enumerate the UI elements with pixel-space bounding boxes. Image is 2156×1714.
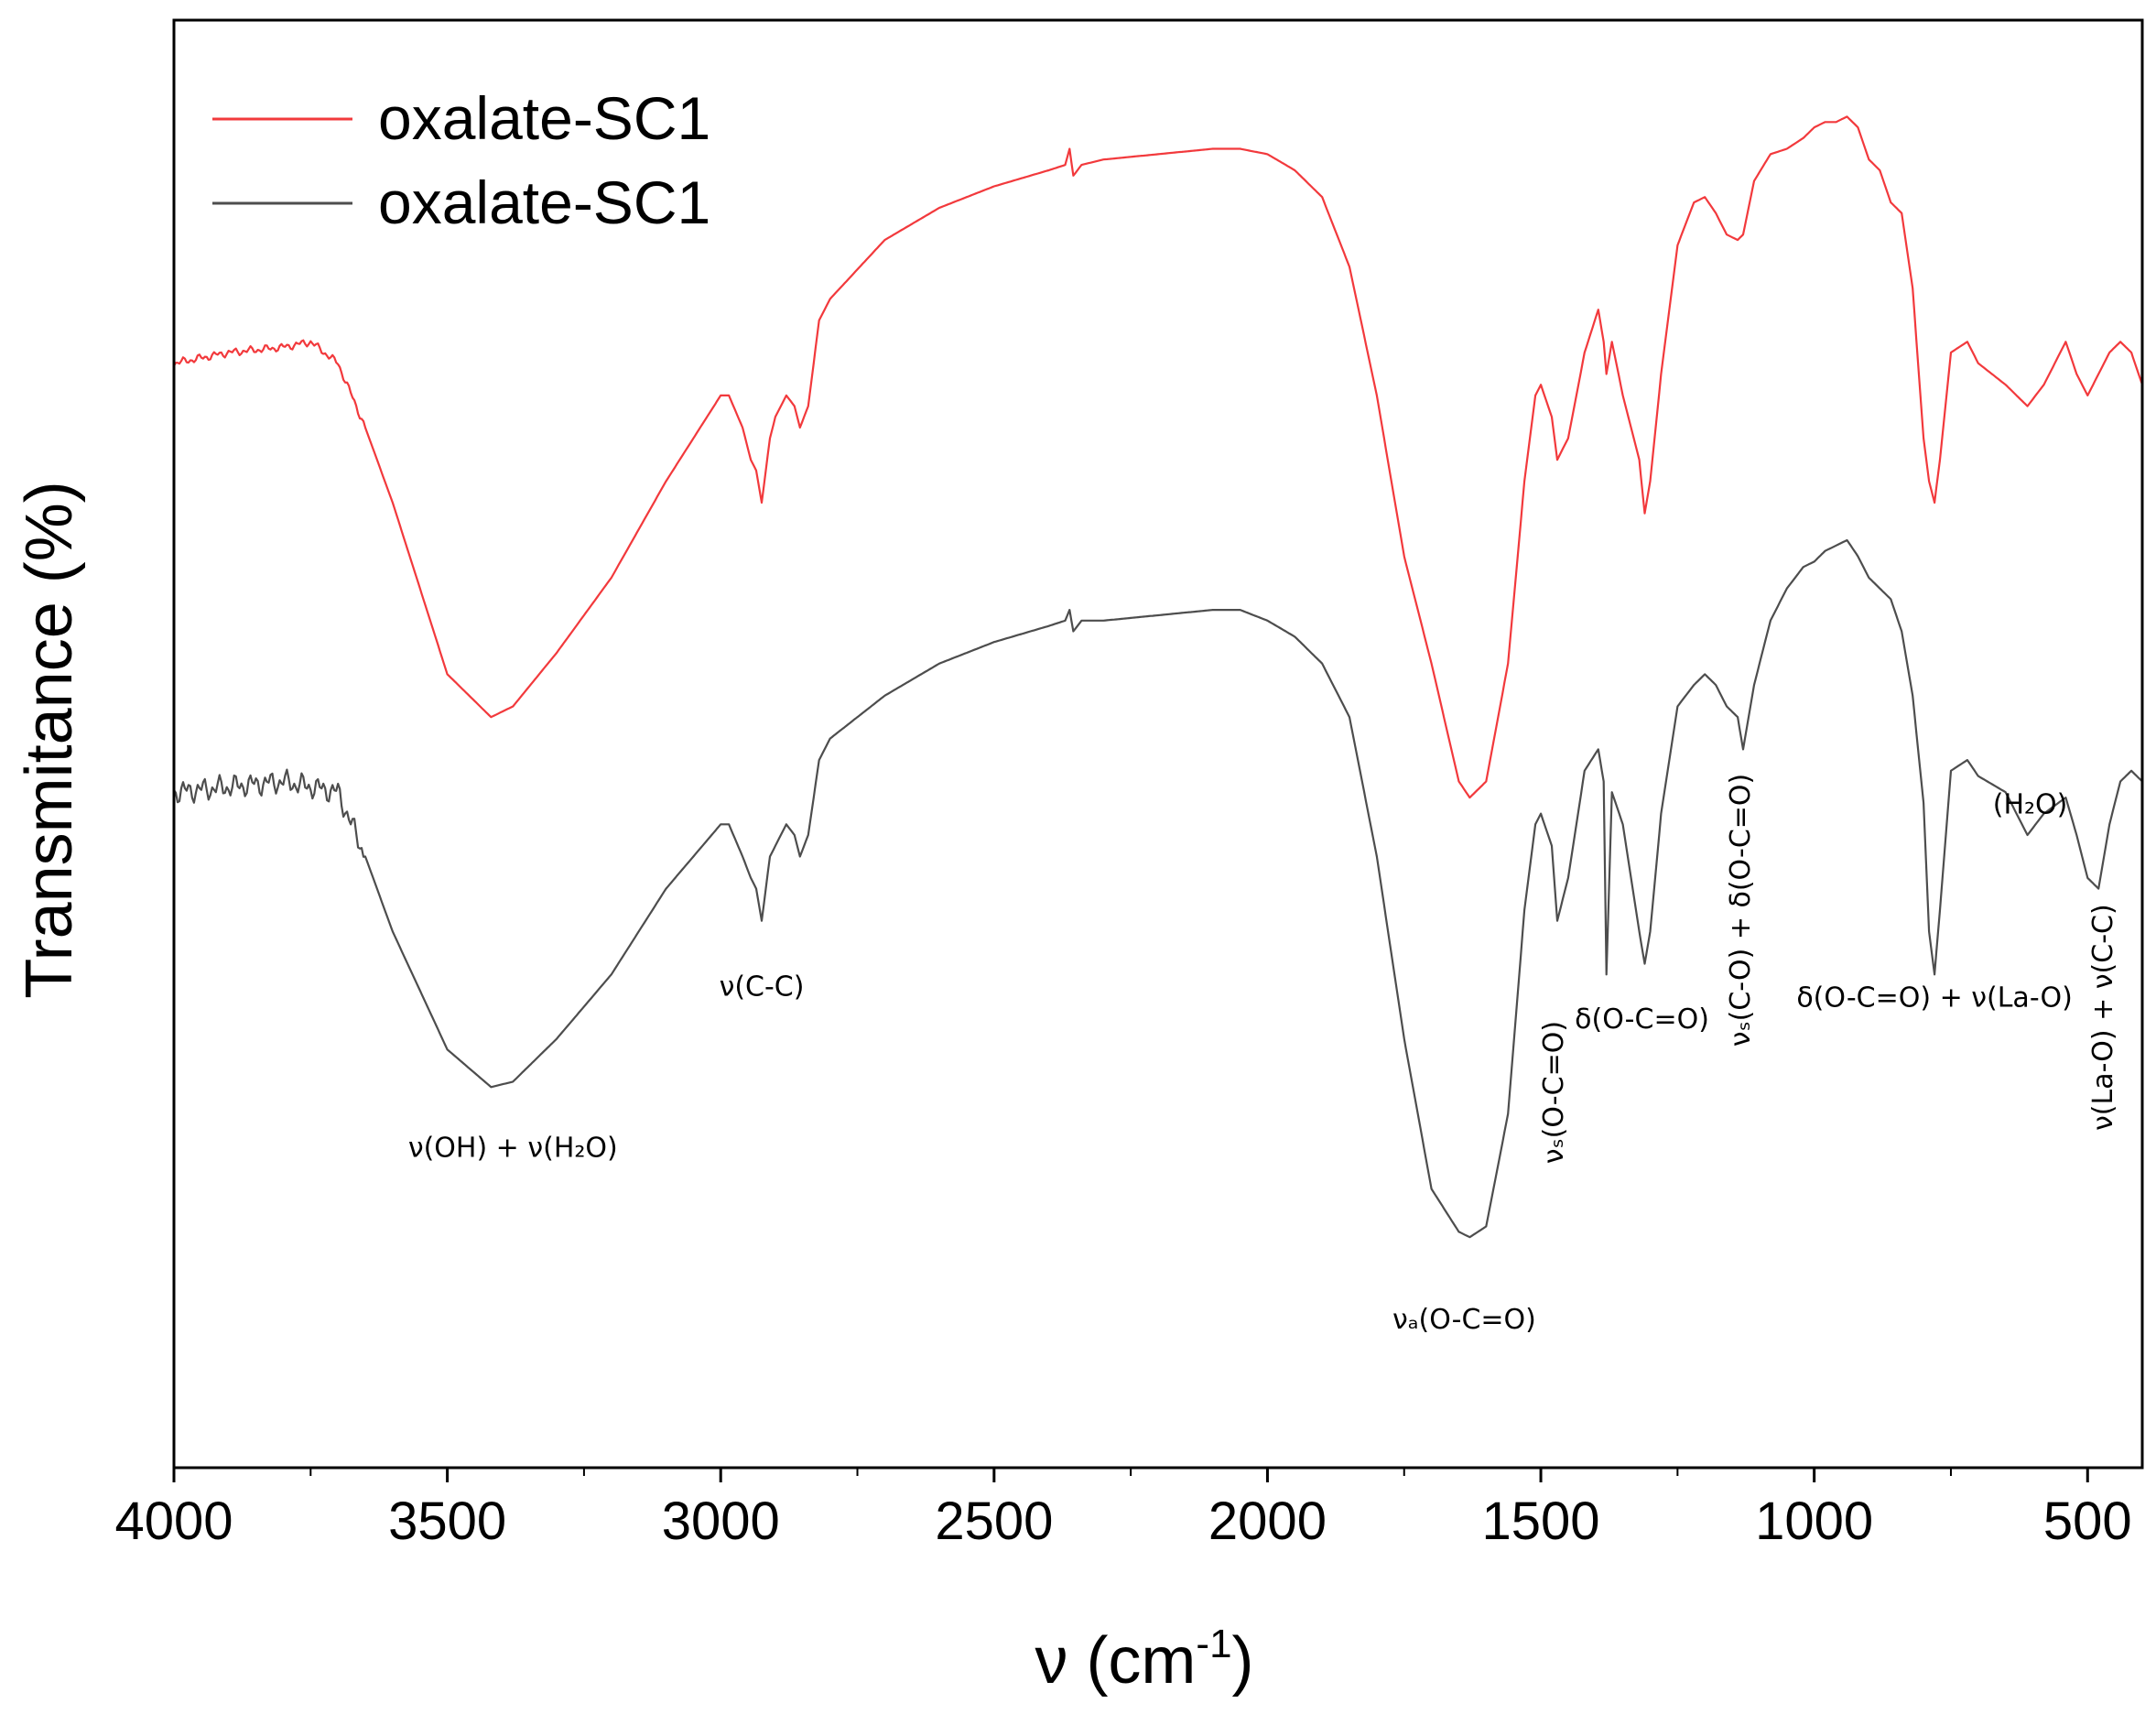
annotations: ν(OH) + ν(H₂O)ν(C-C)νₐ(O-C=O)νₛ(O-C=O)δ(…: [408, 774, 2119, 1336]
x-axis-title: ν (cm-1): [1035, 1622, 1253, 1698]
x-tick-label-2500: 2500: [935, 1492, 1053, 1551]
annotation-8: (H₂O): [1993, 789, 2068, 821]
annotation-9: ν(La-O) + ν(C-C): [2087, 904, 2119, 1131]
x-tick-label-500: 500: [2043, 1492, 2132, 1551]
x-axis-title-sup: -1: [1196, 1622, 1231, 1666]
plot-frame: [172, 18, 2144, 1470]
y-axis-title: Transmitance (%): [13, 481, 86, 998]
annotation-3: νₐ(O-C=O): [1392, 1304, 1536, 1336]
annotation-6: νₛ(C-O) + δ(O-C=O): [1725, 774, 1757, 1047]
x-axis-title-close: ): [1232, 1624, 1254, 1698]
x-tick-label-4000: 4000: [114, 1492, 233, 1551]
legend-label-2: oxalate-SC1: [378, 168, 710, 236]
annotation-5: δ(O-C=O): [1575, 1003, 1709, 1036]
legend-label-1: oxalate-SC1: [378, 84, 710, 152]
x-tick-label-2000: 2000: [1208, 1492, 1327, 1551]
series-line-2: [173, 538, 2143, 1239]
annotation-4: νₛ(O-C=O): [1538, 1021, 1570, 1164]
annotation-1: ν(OH) + ν(H₂O): [408, 1132, 618, 1164]
x-tick-label-1500: 1500: [1482, 1492, 1600, 1551]
annotation-7: δ(O-C=O) + ν(La-O): [1796, 982, 2072, 1014]
x-tick-label-3500: 3500: [388, 1492, 506, 1551]
x-tick-label-1000: 1000: [1755, 1492, 1873, 1551]
legend: oxalate-SC1 oxalate-SC1: [212, 84, 710, 236]
x-tick-label-3000: 3000: [662, 1492, 780, 1551]
x-axis-title-base: ν (cm: [1035, 1624, 1196, 1698]
plot-area: [173, 115, 2144, 1239]
series-line-1: [173, 115, 2144, 799]
annotation-2: ν(C-C): [720, 971, 805, 1003]
axes: 4000 3500 3000 2500 2000 1500 1000 500: [114, 18, 2144, 1551]
